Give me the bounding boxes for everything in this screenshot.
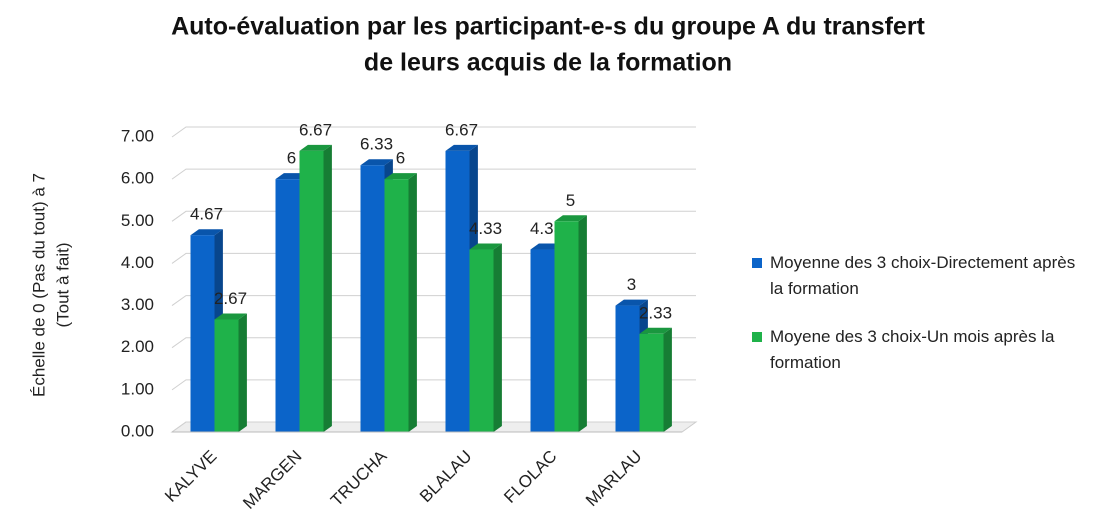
bar [360,165,385,432]
legend-item: Moyenne des 3 choix-Directement après la… [752,250,1092,302]
bar-top [615,299,648,306]
legend-item: Moyene des 3 choix-Un mois après la form… [752,324,1092,376]
bar [639,333,664,432]
bar [469,249,494,432]
chart-title: de leurs acquis de la formation [364,49,732,77]
bar-top [190,229,223,236]
bar-top [299,144,332,151]
legend: Moyenne des 3 choix-Directement après la… [752,250,1092,398]
y-tick-label: 3.00 [121,295,154,314]
bar-side [238,313,247,432]
grid-line [171,337,696,349]
x-tick-label: MARGEN [239,447,305,513]
data-label: 4.33 [469,219,502,238]
bar [445,150,470,432]
x-tick-label: TRUCHA [327,446,391,510]
data-label: 6.67 [299,120,332,139]
x-tick-label: BLALAU [416,447,476,507]
bar-top [214,313,247,320]
x-tick-label: FLOLAC [500,447,560,507]
data-label: 2.33 [639,303,672,322]
bar-side [663,327,672,432]
data-label: 3 [627,275,636,294]
y-tick-label: 0.00 [121,421,154,440]
x-tick-label: KALYVE [161,447,220,506]
y-tick-label: 2.00 [121,337,154,356]
bar-top [384,173,417,180]
bar-side [493,243,502,432]
grid-line [171,421,696,433]
data-label: 4.67 [190,205,223,224]
y-tick-label: 7.00 [121,126,154,145]
y-tick-label: 1.00 [121,379,154,398]
legend-label: Moyene des 3 choix-Un mois après la form… [770,327,1055,372]
data-label: 5 [566,191,575,210]
bar [615,305,640,432]
y-tick-label: 5.00 [121,211,154,230]
grid-line [171,126,696,138]
grid-line [171,252,696,264]
x-tick-label: MARLAU [582,447,646,511]
data-label: 2.67 [214,289,247,308]
legend-label: Moyenne des 3 choix-Directement après la… [770,253,1076,298]
bar [384,179,409,432]
bar-top [469,243,502,250]
bar-side [578,215,587,432]
legend-swatch [752,332,762,342]
bar-side [408,173,417,432]
data-label: 6.33 [360,135,393,154]
y-axis-label: Échelle de 0 (Pas du tout) à 7 [29,173,48,397]
bar [190,235,215,432]
bar-side [323,144,332,432]
data-label: 6 [287,149,296,168]
bar [554,221,579,432]
y-axis-label: (Tout à fait) [53,242,72,327]
y-tick-label: 6.00 [121,169,154,188]
grid-line [171,210,696,222]
bar [214,319,239,432]
data-label: 6 [396,149,405,168]
bar-top [360,159,393,166]
bar [275,179,300,432]
grid-line [171,295,696,306]
bar [530,249,555,432]
bar [299,150,324,432]
chart-title: Auto-évaluation par les participant-e-s … [171,13,925,41]
bar-top [639,327,672,334]
grid-line [171,168,696,180]
data-label: 6.67 [445,120,478,139]
bar-top [445,144,478,151]
y-tick-label: 4.00 [121,253,154,272]
legend-swatch [752,258,762,268]
bar-top [554,215,587,222]
grid-line [171,379,696,391]
